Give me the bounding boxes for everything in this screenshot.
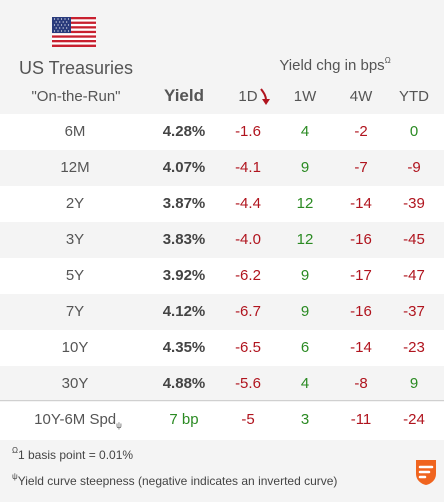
column-header-4w[interactable]: 4W [349, 88, 373, 105]
change-4w: -17 [350, 267, 372, 284]
change-4w: -7 [354, 159, 368, 176]
change-ytd: -37 [403, 303, 425, 320]
yield-value: 4.12% [162, 303, 206, 320]
table-row[interactable]: 12M 4.07% -4.1 9 -7 -9 [0, 150, 444, 186]
yield-value: 3.87% [162, 195, 206, 212]
steepness-text: Yield curve steepness (negative indicate… [17, 474, 338, 488]
spread-value: 7 bp [169, 411, 199, 428]
maturity-label: 5Y [65, 267, 85, 284]
yield-value: 4.07% [162, 159, 206, 176]
spread-row: 10Y-6M Spdψ 7 bp -5 3 -11 -24 [0, 402, 444, 438]
change-4w: -16 [350, 231, 372, 248]
yield-value: 4.35% [162, 339, 206, 356]
table-row[interactable]: 30Y 4.88% -5.6 4 -8 9 [0, 366, 444, 402]
maturity-label: 3Y [65, 231, 85, 248]
column-header-1d[interactable]: 1D [238, 88, 258, 105]
change-ytd: 0 [409, 123, 419, 140]
table-row[interactable]: 7Y 4.12% -6.7 9 -16 -37 [0, 294, 444, 330]
table-row[interactable]: 2Y 3.87% -4.4 12 -14 -39 [0, 186, 444, 222]
yield-change-label: Yield chg in bps [279, 57, 385, 74]
change-1w: 4 [300, 375, 310, 392]
maturity-label: 7Y [65, 303, 85, 320]
change-1w: 12 [296, 231, 314, 248]
change-4w: -2 [354, 123, 368, 140]
maturity-label: 10Y [61, 339, 89, 356]
yield-column-header: Yield [164, 86, 204, 105]
change-ytd: -39 [403, 195, 425, 212]
psi-footnote-marker: ψ [116, 421, 122, 430]
change-1w: 9 [300, 159, 310, 176]
yield-value: 3.83% [162, 231, 206, 248]
column-header-ytd[interactable]: YTD [399, 88, 429, 105]
spread-4w: -11 [350, 411, 372, 428]
change-4w: -16 [350, 303, 372, 320]
change-ytd: -47 [403, 267, 425, 284]
change-1d: -5.6 [235, 375, 261, 392]
change-1d: -4.4 [235, 195, 261, 212]
change-1d: -4.0 [235, 231, 261, 248]
basis-point-note: Ω1 basis point = 0.01% [12, 446, 134, 462]
change-1w: 12 [296, 195, 314, 212]
table-row[interactable]: 3Y 3.83% -4.0 12 -16 -45 [0, 222, 444, 258]
sort-down-arrow-icon[interactable] [258, 87, 274, 107]
table-subtitle: "On-the-Run" [31, 88, 121, 105]
table-row[interactable]: 6M 4.28% -1.6 4 -2 0 [0, 114, 444, 150]
yield-change-header: Yield chg in bpsΩ [226, 56, 444, 74]
change-1d: -6.2 [235, 267, 261, 284]
yield-value: 4.88% [162, 375, 206, 392]
basis-point-text: 1 basis point = 0.01% [17, 448, 134, 462]
table-row[interactable]: 10Y 4.35% -6.5 6 -14 -23 [0, 330, 444, 366]
divider [0, 400, 444, 401]
yield-value: 4.28% [162, 123, 206, 140]
psi-marker: ψ [12, 472, 18, 481]
footnotes: Ω1 basis point = 0.01% ψYield curve stee… [0, 440, 444, 502]
table-title: US Treasuries [18, 58, 134, 78]
omega-footnote-marker: Ω [384, 56, 391, 65]
spread-ytd: -24 [403, 411, 425, 428]
change-1w: 6 [300, 339, 310, 356]
change-1d: -1.6 [235, 123, 261, 140]
table-row[interactable]: 5Y 3.92% -6.2 9 -17 -47 [0, 258, 444, 294]
yield-value: 3.92% [162, 267, 206, 284]
change-1d: -6.5 [235, 339, 261, 356]
change-1w: 9 [300, 267, 310, 284]
omega-marker: Ω [12, 446, 18, 455]
change-1w: 4 [300, 123, 310, 140]
maturity-label: 12M [60, 159, 90, 176]
spread-1w: 3 [300, 411, 310, 428]
spread-1d: -5 [241, 411, 255, 428]
change-1d: -4.1 [235, 159, 261, 176]
change-ytd: 9 [409, 375, 419, 392]
brand-logo-icon[interactable] [412, 458, 440, 486]
maturity-label: 2Y [65, 195, 85, 212]
change-ytd: -23 [403, 339, 425, 356]
table-header: US Treasuries "On-the-Run" Yield Yield c… [0, 0, 444, 114]
maturity-label: 6M [64, 123, 86, 140]
spread-label: 10Y-6M Spdψ [8, 402, 148, 438]
spread-label-text: 10Y-6M Spd [34, 411, 117, 428]
maturity-label: 30Y [61, 375, 89, 392]
steepness-note: ψYield curve steepness (negative indicat… [12, 472, 338, 488]
column-header-1w[interactable]: 1W [293, 88, 317, 105]
change-4w: -14 [350, 195, 372, 212]
change-4w: -8 [354, 375, 368, 392]
us-flag-icon [52, 17, 96, 47]
change-1d: -6.7 [235, 303, 261, 320]
change-4w: -14 [350, 339, 372, 356]
change-ytd: -45 [403, 231, 425, 248]
change-ytd: -9 [407, 159, 421, 176]
change-1w: 9 [300, 303, 310, 320]
